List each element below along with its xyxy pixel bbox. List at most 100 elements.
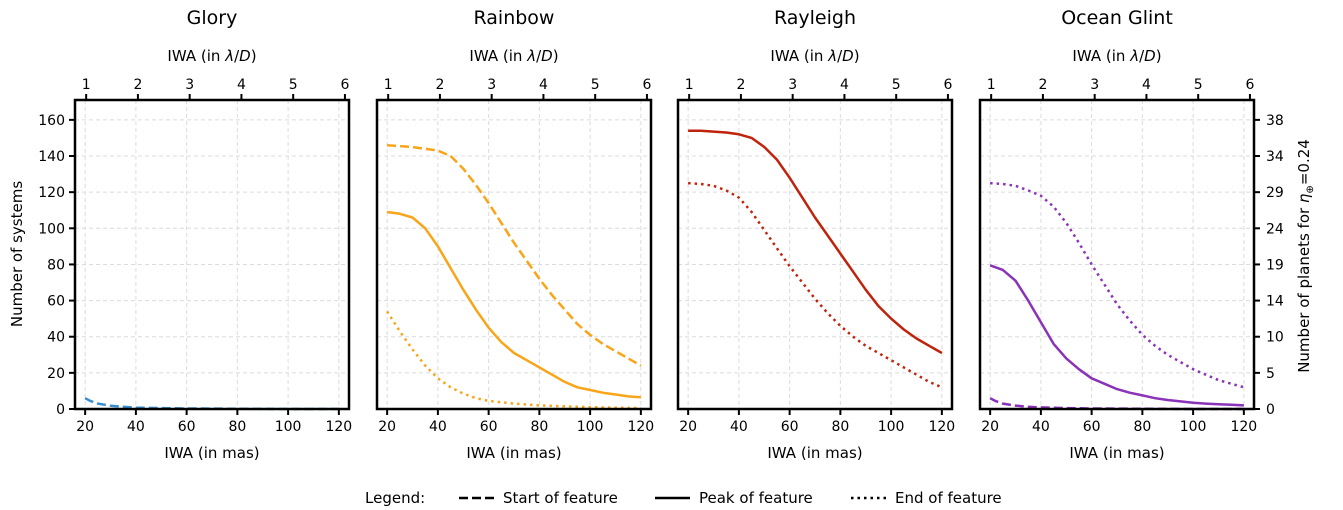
series-line-dotted [688, 181, 943, 389]
x-top-tick-label: 4 [840, 77, 849, 93]
legend: Legend: Start of feature Peak of feature… [365, 489, 1002, 507]
series-line-dashed [387, 143, 642, 367]
x-top-tick-label: 3 [1090, 77, 1099, 93]
x-tick-label: 120 [325, 419, 352, 435]
x-top-tick-label: 5 [1194, 77, 1203, 93]
x-tick-label: 80 [1133, 419, 1151, 435]
x-top-tick-label: 2 [133, 77, 142, 93]
x-tick-label: 40 [429, 419, 447, 435]
y-right-tick-label: 14 [1266, 294, 1284, 310]
panel-title: Glory [187, 7, 238, 29]
x-top-axis-label: IWA (in λ/D) [770, 47, 859, 65]
y-right-tick-label: 24 [1266, 221, 1284, 237]
x-top-tick-label: 4 [1142, 77, 1151, 93]
x-top-tick-label: 1 [384, 77, 393, 93]
x-tick-label: 120 [1230, 419, 1257, 435]
x-tick-label: 100 [577, 419, 604, 435]
y-right-tick-label: 10 [1266, 330, 1284, 346]
x-top-tick-label: 4 [237, 77, 246, 93]
x-tick-label: 80 [228, 419, 246, 435]
x-top-axis-label: IWA (in λ/D) [1072, 47, 1161, 65]
x-tick-label: 20 [679, 419, 697, 435]
y-axis-label-right: Number of planets for η⊕=0.24 [1295, 139, 1316, 373]
x-tick-label: 20 [76, 419, 94, 435]
series-line-solid [386, 210, 641, 399]
y-right-tick-label: 38 [1266, 113, 1284, 129]
y-tick-label: 160 [38, 113, 65, 129]
x-tick-label: 100 [275, 419, 302, 435]
x-tick-label: 80 [831, 419, 849, 435]
y-tick-label: 120 [38, 185, 65, 201]
x-tick-label: 20 [981, 419, 999, 435]
x-top-axis-label: IWA (in λ/D) [167, 47, 256, 65]
y-right-tick-label: 29 [1266, 185, 1284, 201]
x-top-tick-label: 3 [487, 77, 496, 93]
x-top-tick-label: 1 [685, 77, 694, 93]
x-top-tick-label: 6 [1245, 77, 1254, 93]
x-axis-label: IWA (in mas) [466, 444, 561, 462]
x-tick-label: 20 [378, 419, 396, 435]
series-line-solid [989, 264, 1244, 407]
x-top-tick-label: 2 [736, 77, 745, 93]
x-tick-label: 40 [127, 419, 145, 435]
x-tick-label: 100 [878, 419, 905, 435]
x-top-tick-label: 5 [892, 77, 901, 93]
x-top-tick-label: 2 [435, 77, 444, 93]
plot-frame [375, 98, 653, 411]
y-tick-label: 140 [38, 149, 65, 165]
x-top-tick-label: 4 [539, 77, 548, 93]
x-tick-label: 120 [627, 419, 654, 435]
x-axis-label: IWA (in mas) [767, 444, 862, 462]
x-top-tick-label: 1 [987, 77, 996, 93]
x-top-axis-label: IWA (in λ/D) [469, 47, 558, 65]
x-top-tick-label: 5 [289, 77, 298, 93]
x-top-tick-label: 6 [340, 77, 349, 93]
x-tick-label: 40 [730, 419, 748, 435]
x-tick-label: 120 [928, 419, 955, 435]
y-right-tick-label: 19 [1266, 257, 1284, 273]
legend-label-end: End of feature [895, 489, 1002, 507]
x-tick-label: 60 [480, 419, 498, 435]
x-top-tick-label: 3 [185, 77, 194, 93]
legend-label-start: Start of feature [503, 489, 618, 507]
x-tick-label: 60 [781, 419, 799, 435]
panel-title: Ocean Glint [1061, 7, 1173, 29]
x-tick-label: 60 [1083, 419, 1101, 435]
panel-rainbow: Rainbow 20 40 60 80 100 120 1 2 3 4 5 6 IWA (in mas) I… [375, 7, 654, 462]
y-axis-label-left: Number of systems [8, 181, 26, 327]
y-tick-label: 20 [47, 366, 65, 382]
x-top-tick-label: 6 [943, 77, 952, 93]
x-axis-label: IWA (in mas) [164, 444, 259, 462]
legend-label-peak: Peak of feature [699, 489, 813, 507]
panel-glory: Glory 20 40 60 80 100 120 1 2 3 4 5 6 IWA (in mas) IWA… [38, 7, 352, 462]
y-tick-label: 0 [56, 402, 65, 418]
series-line-solid [688, 129, 943, 355]
plot-frame [978, 98, 1256, 411]
x-axis-label: IWA (in mas) [1069, 444, 1164, 462]
series-line-dashed [84, 397, 339, 411]
x-top-tick-label: 6 [642, 77, 651, 93]
series-line-dotted [386, 310, 641, 410]
y-right-tick-label: 5 [1266, 366, 1275, 382]
y-right-tick-label: 0 [1266, 402, 1275, 418]
y-tick-label: 80 [47, 257, 65, 273]
x-top-tick-label: 3 [788, 77, 797, 93]
series-line-dotted [990, 181, 1245, 389]
x-top-tick-label: 1 [82, 77, 91, 93]
plot-frame [676, 98, 954, 411]
x-tick-label: 40 [1032, 419, 1050, 435]
plot-frame [73, 98, 351, 411]
panel-title: Rayleigh [774, 7, 856, 29]
y-tick-label: 60 [47, 294, 65, 310]
y-right-tick-label: 34 [1266, 149, 1284, 165]
panel-title: Rainbow [474, 7, 555, 29]
panel-rayleigh: Rayleigh 20 40 60 80 100 120 1 2 3 4 5 6 IWA (in mas)… [676, 7, 955, 462]
x-tick-label: 60 [178, 419, 196, 435]
x-top-tick-label: 2 [1038, 77, 1047, 93]
y-tick-label: 100 [38, 221, 65, 237]
x-top-tick-label: 5 [591, 77, 600, 93]
x-tick-label: 80 [530, 419, 548, 435]
x-tick-label: 100 [1180, 419, 1207, 435]
